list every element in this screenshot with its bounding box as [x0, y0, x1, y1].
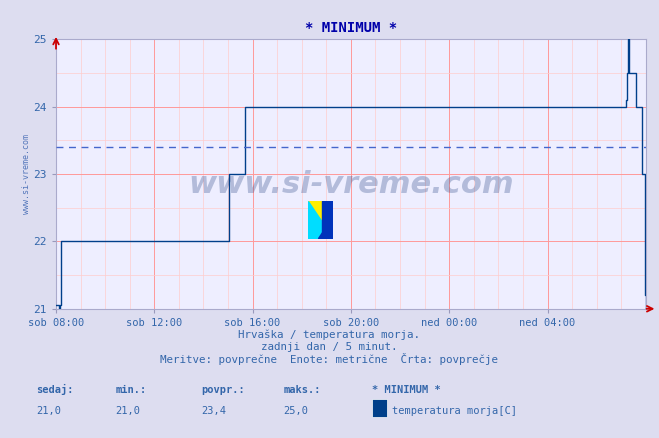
Title: * MINIMUM *: * MINIMUM * — [305, 21, 397, 35]
Y-axis label: www.si-vreme.com: www.si-vreme.com — [22, 134, 31, 214]
Polygon shape — [322, 201, 333, 239]
Text: Hrvaška / temperatura morja.: Hrvaška / temperatura morja. — [239, 330, 420, 340]
Text: www.si-vreme.com: www.si-vreme.com — [188, 170, 514, 199]
Text: zadnji dan / 5 minut.: zadnji dan / 5 minut. — [261, 343, 398, 353]
Text: sedaj:: sedaj: — [36, 384, 74, 396]
Text: 25,0: 25,0 — [283, 406, 308, 416]
Text: 23,4: 23,4 — [201, 406, 226, 416]
Polygon shape — [318, 216, 333, 239]
Text: min.:: min.: — [115, 385, 146, 396]
Text: temperatura morja[C]: temperatura morja[C] — [392, 406, 517, 416]
Text: povpr.:: povpr.: — [201, 385, 244, 396]
Polygon shape — [308, 201, 333, 239]
Text: maks.:: maks.: — [283, 385, 321, 396]
Text: 21,0: 21,0 — [115, 406, 140, 416]
Text: * MINIMUM *: * MINIMUM * — [372, 385, 441, 396]
Text: 21,0: 21,0 — [36, 406, 61, 416]
Text: Meritve: povprečne  Enote: metrične  Črta: povprečje: Meritve: povprečne Enote: metrične Črta:… — [161, 353, 498, 365]
